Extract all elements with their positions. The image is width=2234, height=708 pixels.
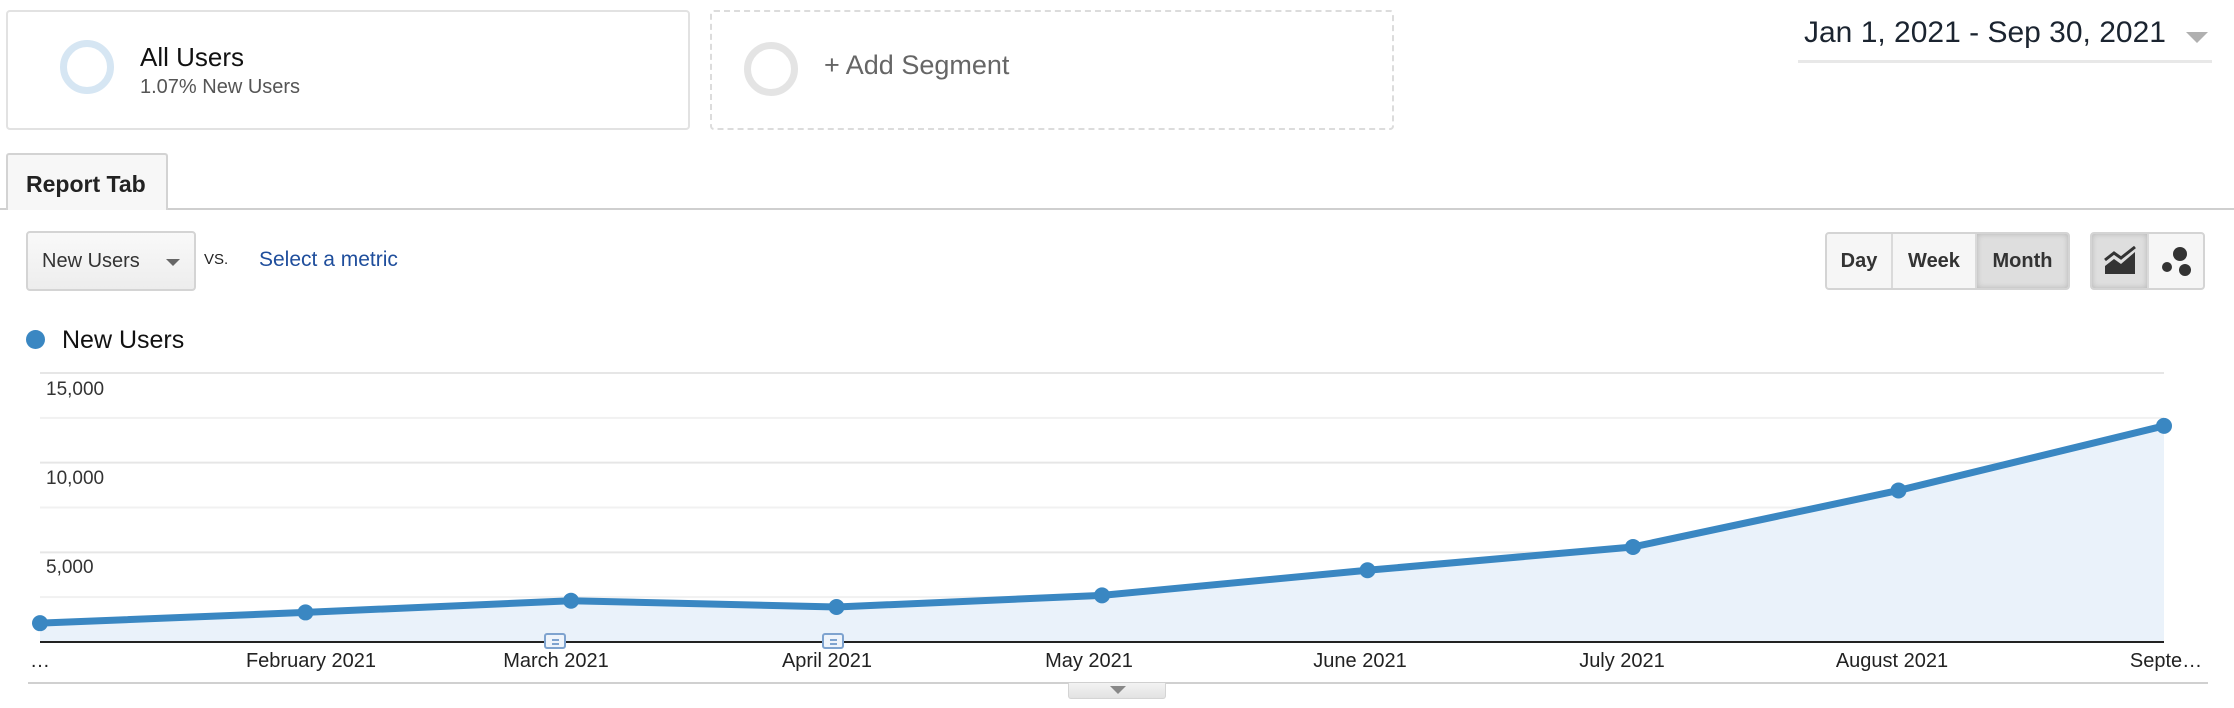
data-point[interactable] <box>1890 482 1907 499</box>
granularity-toggle: Day Week Month <box>1825 232 2070 290</box>
chart-type-toggle <box>2090 232 2205 290</box>
chevron-down-icon <box>2186 32 2208 43</box>
y-tick-label: 10,000 <box>46 468 105 489</box>
caret-down-icon <box>1110 686 1126 694</box>
tab-bar-divider <box>0 208 2234 210</box>
x-tick-label: June 2021 <box>1313 650 1407 672</box>
x-tick-label: July 2021 <box>1579 650 1665 672</box>
month-button[interactable]: Month <box>1977 234 2068 288</box>
segment-ring-icon <box>60 40 114 94</box>
segment-all-users[interactable]: All Users 1.07% New Users <box>6 10 690 130</box>
legend-label[interactable]: New Users <box>62 326 185 354</box>
y-tick-label: 15,000 <box>46 379 105 400</box>
y-tick-label: 5,000 <box>46 557 94 578</box>
data-point[interactable] <box>1094 587 1110 604</box>
x-tick-label: March 2021 <box>503 650 609 672</box>
expand-chart-handle[interactable] <box>1068 683 1166 699</box>
line-chart-button[interactable] <box>2092 234 2149 288</box>
data-point[interactable] <box>1625 538 1641 555</box>
x-tick-label: August 2021 <box>1835 650 1949 672</box>
legend-marker <box>26 330 45 349</box>
line-chart-icon <box>2103 246 2136 274</box>
vs-text: VS. <box>204 251 229 268</box>
segment-subtitle: 1.07% New Users <box>140 76 301 98</box>
select-metric-link[interactable]: Select a metric <box>259 248 398 271</box>
data-point[interactable] <box>297 604 314 621</box>
annotation-icon[interactable] <box>544 633 566 649</box>
caret-down-icon <box>166 259 180 266</box>
data-point[interactable] <box>563 592 579 609</box>
primary-metric-value: New Users <box>42 250 140 272</box>
motion-chart-button[interactable] <box>2149 234 2203 288</box>
x-tick-label: April 2021 <box>781 650 873 672</box>
day-button[interactable]: Day <box>1827 234 1893 288</box>
data-point[interactable] <box>1359 562 1376 579</box>
date-range-label: Jan 1, 2021 - Sep 30, 2021 <box>1804 16 2166 49</box>
x-tick-label: Septe… <box>2129 650 2203 672</box>
tab-report[interactable]: Report Tab <box>6 153 168 210</box>
data-point[interactable] <box>828 599 845 616</box>
x-tick-label: … <box>30 650 50 672</box>
line-chart[interactable] <box>0 360 2234 660</box>
empty-segment-ring-icon <box>744 42 798 96</box>
week-button[interactable]: Week <box>1893 234 1977 288</box>
x-tick-label: February 2021 <box>245 650 377 672</box>
annotation-icon[interactable] <box>822 633 844 649</box>
date-range-picker[interactable]: Jan 1, 2021 - Sep 30, 2021 <box>1798 14 2212 63</box>
primary-metric-dropdown[interactable]: New Users <box>26 231 196 291</box>
x-tick-label: May 2021 <box>1045 650 1133 672</box>
add-segment-label: + Add Segment <box>824 50 1010 80</box>
data-point[interactable] <box>32 615 48 632</box>
tab-label: Report Tab <box>26 171 146 197</box>
segment-title: All Users <box>140 42 245 72</box>
motion-chart-icon <box>2162 247 2191 276</box>
data-point[interactable] <box>2156 417 2172 434</box>
vs-label: VS. <box>204 244 228 270</box>
add-segment-button[interactable]: + Add Segment <box>710 10 1394 130</box>
